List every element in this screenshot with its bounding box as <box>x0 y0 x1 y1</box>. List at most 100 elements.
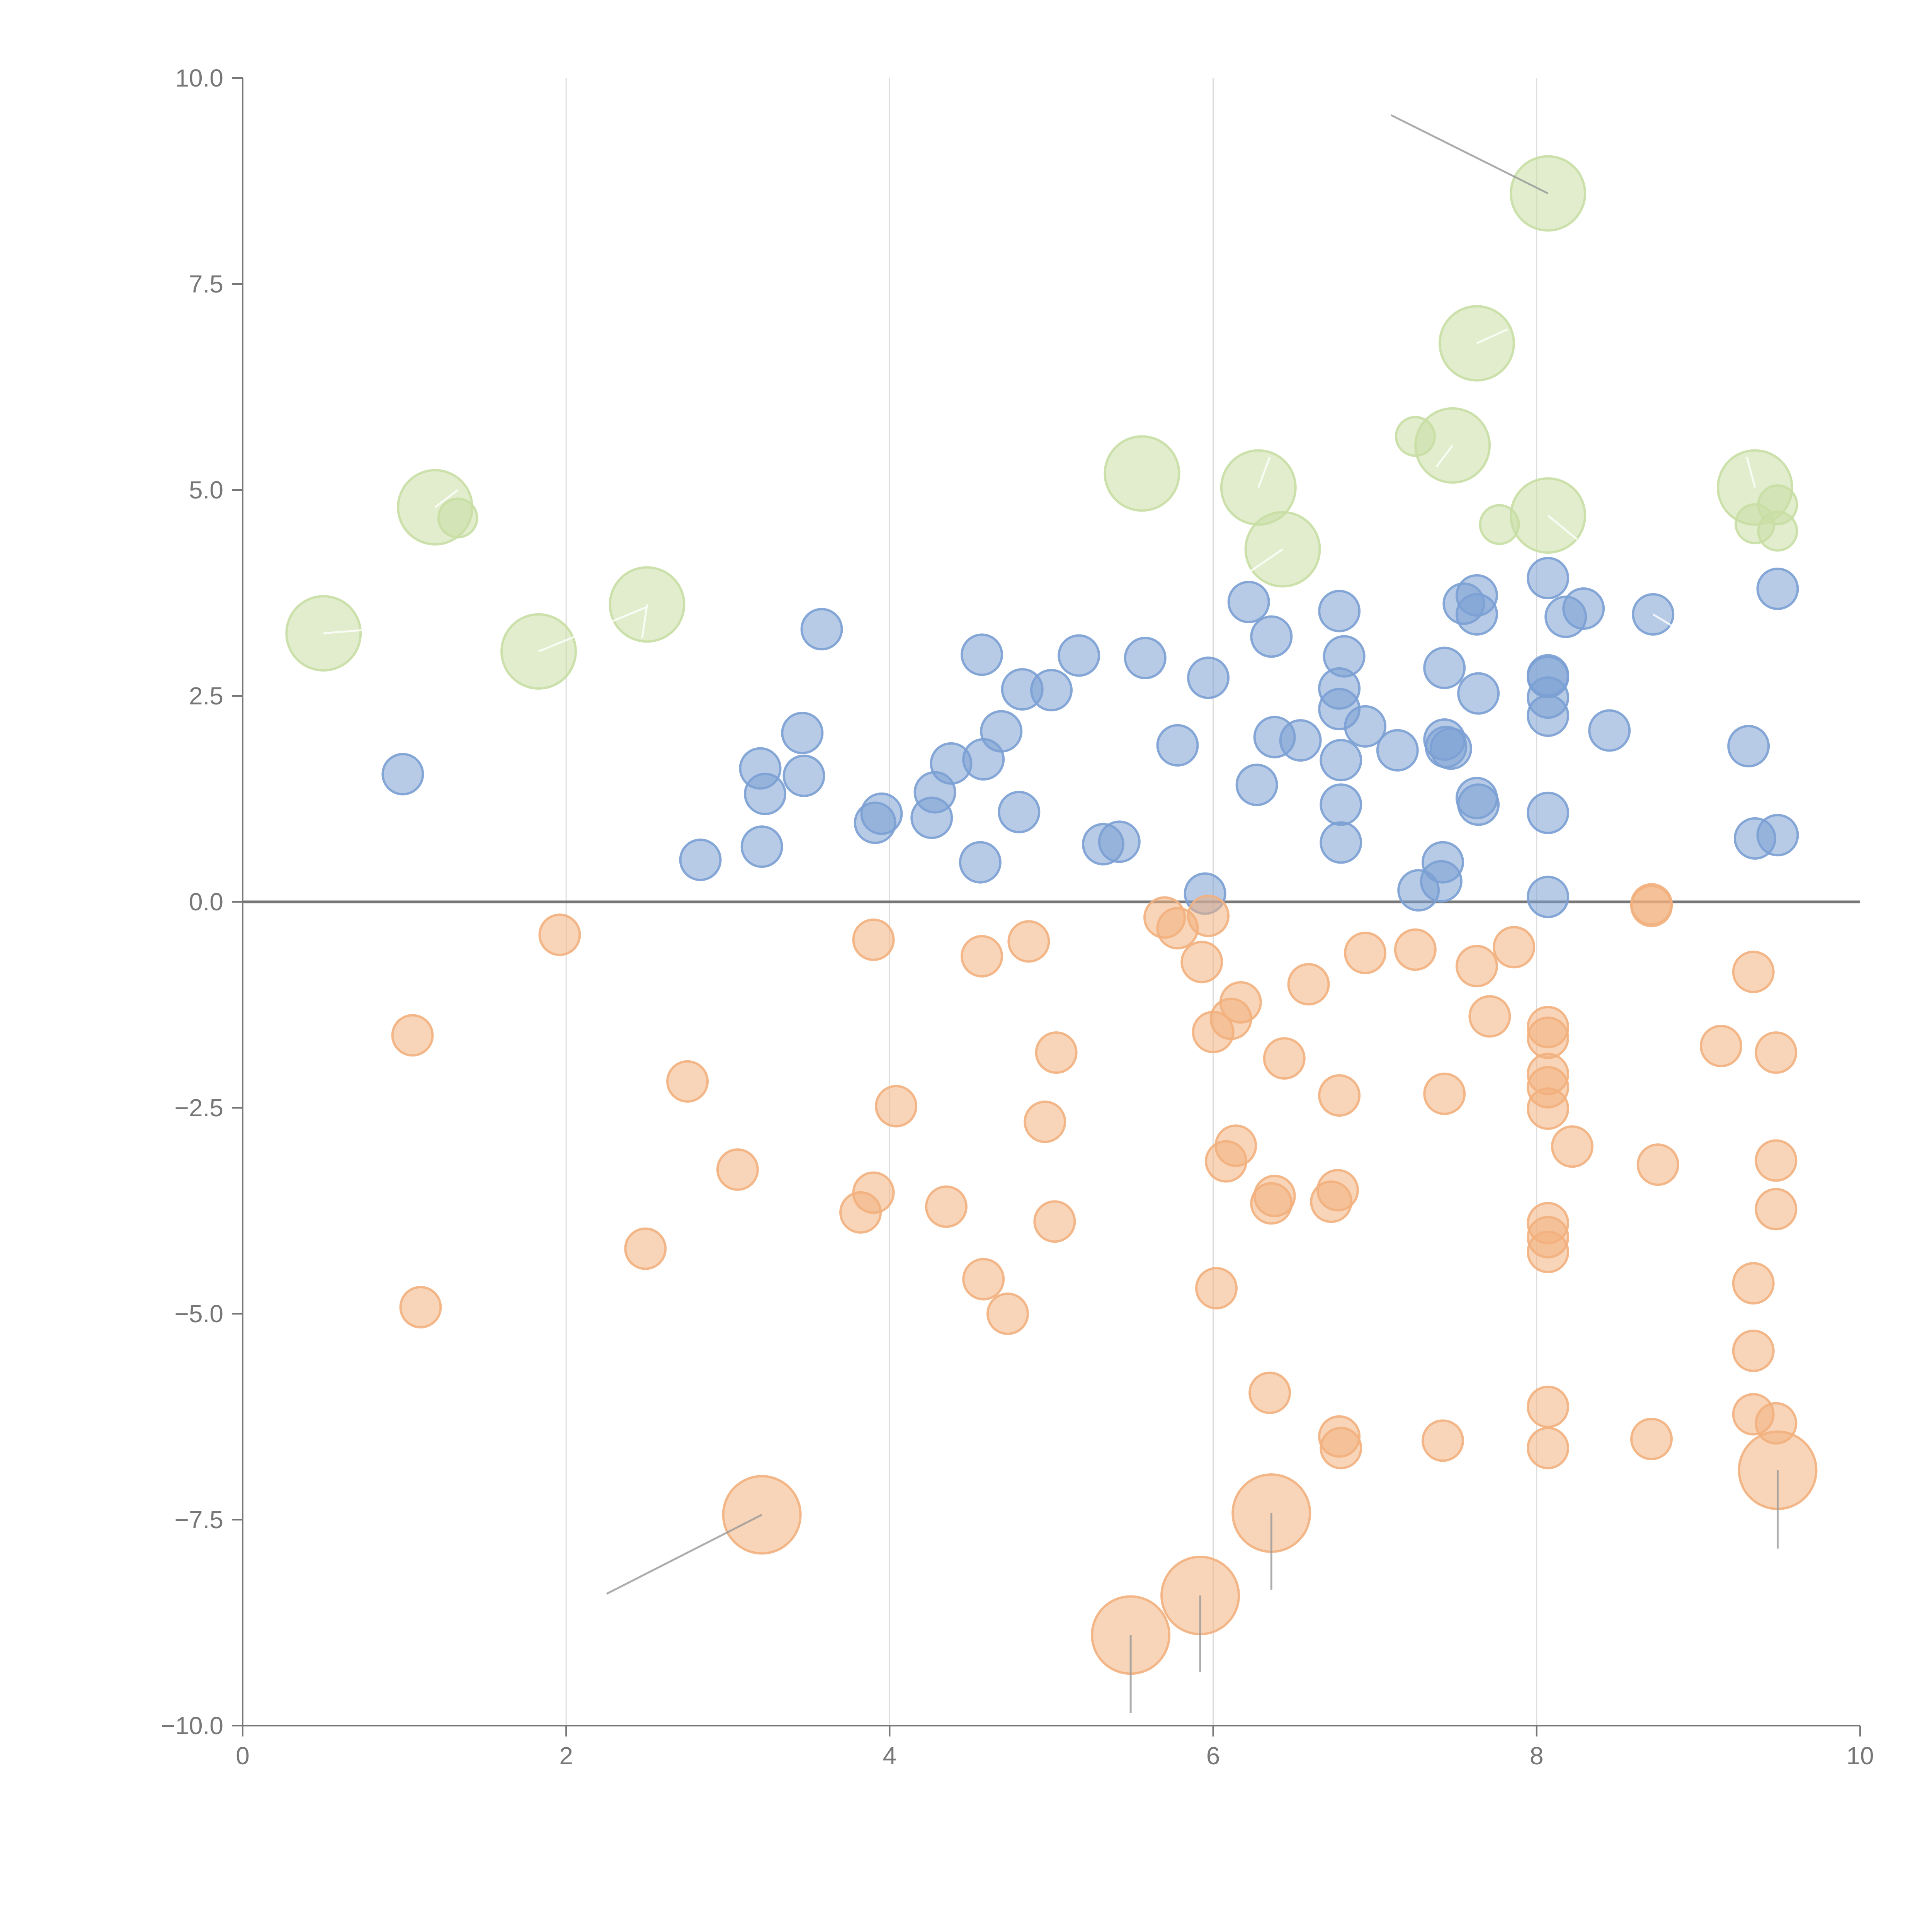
leader-line <box>538 606 648 653</box>
y-tick-label: −2.5 <box>175 1094 223 1122</box>
data-point <box>1323 635 1366 678</box>
data-point <box>399 1286 442 1328</box>
data-point <box>1195 1267 1238 1310</box>
data-point <box>1732 1329 1775 1372</box>
data-point <box>980 710 1023 753</box>
leader-line <box>1746 457 1756 488</box>
data-point <box>1630 883 1673 926</box>
x-tick-label: 6 <box>1206 1742 1220 1770</box>
x-tick-label: 2 <box>559 1742 573 1770</box>
data-point <box>624 1227 667 1270</box>
data-point <box>1024 1100 1066 1143</box>
leader-line <box>641 604 648 639</box>
data-point <box>1757 510 1798 552</box>
y-tick-label: 7.5 <box>189 270 223 298</box>
data-point <box>961 935 1003 978</box>
data-point <box>1527 557 1570 600</box>
y-tick-label: −7.5 <box>175 1506 223 1534</box>
data-point <box>1253 1175 1296 1218</box>
data-point <box>716 1148 759 1191</box>
data-point <box>1755 1031 1798 1074</box>
data-point <box>860 792 903 835</box>
data-point <box>1320 783 1362 826</box>
label-leader-lines <box>323 114 1779 1714</box>
data-point <box>1700 1025 1743 1068</box>
data-point <box>1104 435 1180 512</box>
data-point <box>740 825 783 868</box>
data-point <box>1479 504 1520 545</box>
leader-line <box>1652 613 1680 631</box>
leader-line <box>1435 445 1454 468</box>
axes: 0 2 4 6 8 10 −10.0 −7.5 −5.0 −2.5 0.0 2.5 5.0 7.5 10.0 <box>161 64 1874 1770</box>
data-point <box>1732 1262 1775 1305</box>
data-point <box>1457 783 1500 826</box>
data-point <box>852 918 895 961</box>
data-point <box>1214 1124 1257 1167</box>
data-point <box>1527 876 1570 918</box>
data-point <box>1007 920 1050 963</box>
data-point <box>1527 1087 1570 1130</box>
x-tick-label: 10 <box>1846 1742 1874 1770</box>
data-point <box>381 753 424 796</box>
data-point <box>959 841 1002 884</box>
data-point <box>1344 932 1387 975</box>
data-point <box>1263 1037 1306 1080</box>
data-point <box>1423 646 1466 689</box>
data-point <box>538 913 581 956</box>
data-point <box>1636 1143 1679 1186</box>
y-tick-label: 5.0 <box>189 476 223 504</box>
data-point <box>925 1185 968 1228</box>
data-point <box>1248 1371 1291 1414</box>
data-point <box>875 1085 918 1128</box>
data-point <box>1180 940 1223 983</box>
data-point <box>1318 590 1361 633</box>
data-point <box>1219 981 1262 1024</box>
data-point <box>1630 1418 1673 1461</box>
y-tick-label: 10.0 <box>175 64 223 92</box>
data-point <box>1279 719 1322 762</box>
y-tick-label: 0.0 <box>189 888 223 916</box>
data-point <box>1320 739 1362 782</box>
x-tick-label: 4 <box>883 1742 897 1770</box>
data-point <box>1562 587 1605 630</box>
data-point <box>1455 593 1498 636</box>
data-point <box>1527 1385 1570 1428</box>
data-point <box>1727 725 1770 768</box>
data-point <box>1493 926 1536 969</box>
data-point <box>998 791 1041 833</box>
data-point <box>1235 764 1278 806</box>
data-point <box>1422 841 1464 884</box>
data-point <box>1287 963 1330 1006</box>
data-point <box>1344 705 1387 748</box>
data-point <box>666 1060 709 1103</box>
leader-line <box>606 1514 762 1595</box>
leader-line <box>1390 114 1549 194</box>
data-point <box>679 838 722 881</box>
data-point <box>852 1171 895 1214</box>
data-point <box>1098 820 1141 863</box>
x-tick-label: 8 <box>1530 1742 1544 1770</box>
data-point <box>1320 1427 1362 1469</box>
data-point <box>1551 1125 1594 1168</box>
data-point <box>1033 1200 1076 1243</box>
y-tick-label: 2.5 <box>189 682 223 710</box>
data-point <box>1527 791 1570 834</box>
data-point <box>1588 709 1631 752</box>
data-point <box>744 772 787 815</box>
y-tick-label: −10.0 <box>161 1712 223 1740</box>
leader-line <box>1547 515 1578 540</box>
leader-line <box>1248 548 1284 573</box>
data-point <box>1468 995 1511 1038</box>
data-point <box>1527 1427 1570 1469</box>
data-point <box>1156 724 1199 767</box>
data-point <box>961 633 1003 676</box>
data-point <box>1030 669 1073 712</box>
data-point <box>1755 1139 1798 1182</box>
data-point <box>986 1293 1029 1335</box>
data-point <box>1527 694 1570 737</box>
data-point <box>1227 580 1270 623</box>
leader-line <box>1257 456 1271 488</box>
data-point <box>1394 928 1437 971</box>
leader-line <box>323 629 364 634</box>
